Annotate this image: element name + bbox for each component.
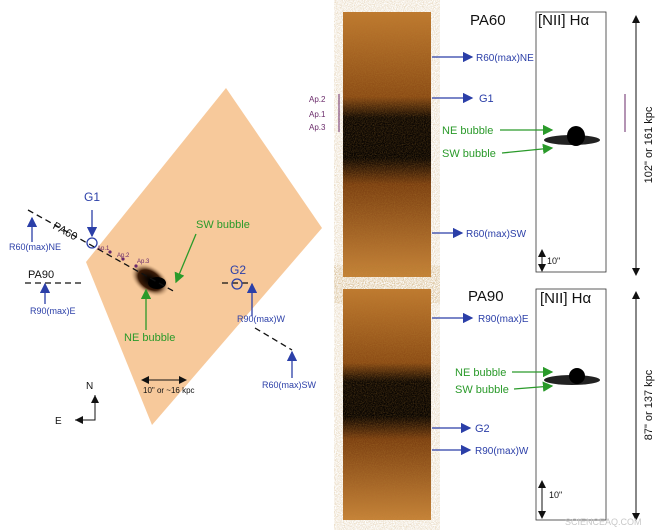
title-pa90: PA90 (468, 288, 504, 305)
label-g1: G1 (84, 190, 100, 204)
compass-east: E (55, 416, 62, 427)
label-pa60: PA60 (51, 220, 80, 243)
label-r90-w: R90(max)W (475, 446, 529, 457)
label-ap1: Ap.1 (309, 110, 326, 119)
label-sw-bubble: SW bubble (442, 148, 496, 160)
bottom-panel: PA90 [NII] Hα R90(max)E NE bubble SW bub… (343, 288, 655, 521)
extent-label: 102" or 161 kpc (643, 106, 655, 183)
label-ap2: Ap.2 (309, 95, 326, 104)
label-g2: G2 (230, 263, 246, 277)
compass-north: N (86, 381, 93, 392)
label-g1: G1 (479, 93, 494, 105)
label-r60-sw: R60(max)SW (466, 229, 527, 240)
label-r60-ne: R60(max)NE (9, 242, 61, 252)
scale-label: 10" (547, 256, 560, 266)
top-panel: PA60 [NII] Hα R60(max)NE G1 Ap.2 Ap.1 Ap… (309, 11, 655, 277)
title-nii-ha: [NII] Hα (540, 290, 592, 307)
label-ap3: Ap.3 (137, 259, 150, 265)
scale-label: 10" or ~16 kpc (143, 386, 195, 395)
title-nii-ha: [NII] Hα (538, 12, 590, 29)
label-g2: G2 (475, 423, 490, 435)
title-pa60: PA60 (470, 12, 506, 29)
scale-label: 10" (549, 490, 562, 500)
label-r90-w: R90(max)W (237, 314, 286, 324)
label-pa90: PA90 (28, 269, 54, 281)
label-r60-ne: R60(max)NE (476, 53, 534, 64)
label-r60-sw: R60(max)SW (262, 380, 317, 390)
left-image: G1 PA60 R60(max)NE Ap.1 Ap.2 Ap.3 SW bub… (9, 88, 322, 427)
label-r90-e: R90(max)E (30, 306, 76, 316)
label-ap3: Ap.3 (309, 123, 326, 132)
label-sw-bubble: SW bubble (455, 384, 509, 396)
label-r90-e: R90(max)E (478, 314, 529, 325)
label-ne-bubble: NE bubble (442, 125, 493, 137)
label-ap2: Ap.2 (117, 253, 130, 259)
label-ne-bubble: NE bubble (124, 332, 175, 344)
label-sw-bubble: SW bubble (196, 219, 250, 231)
watermark: SCIENCEAQ.COM (565, 517, 642, 527)
extent-label: 87" or 137 kpc (643, 369, 655, 440)
label-ap1: Ap.1 (97, 246, 110, 252)
label-ne-bubble: NE bubble (455, 367, 506, 379)
